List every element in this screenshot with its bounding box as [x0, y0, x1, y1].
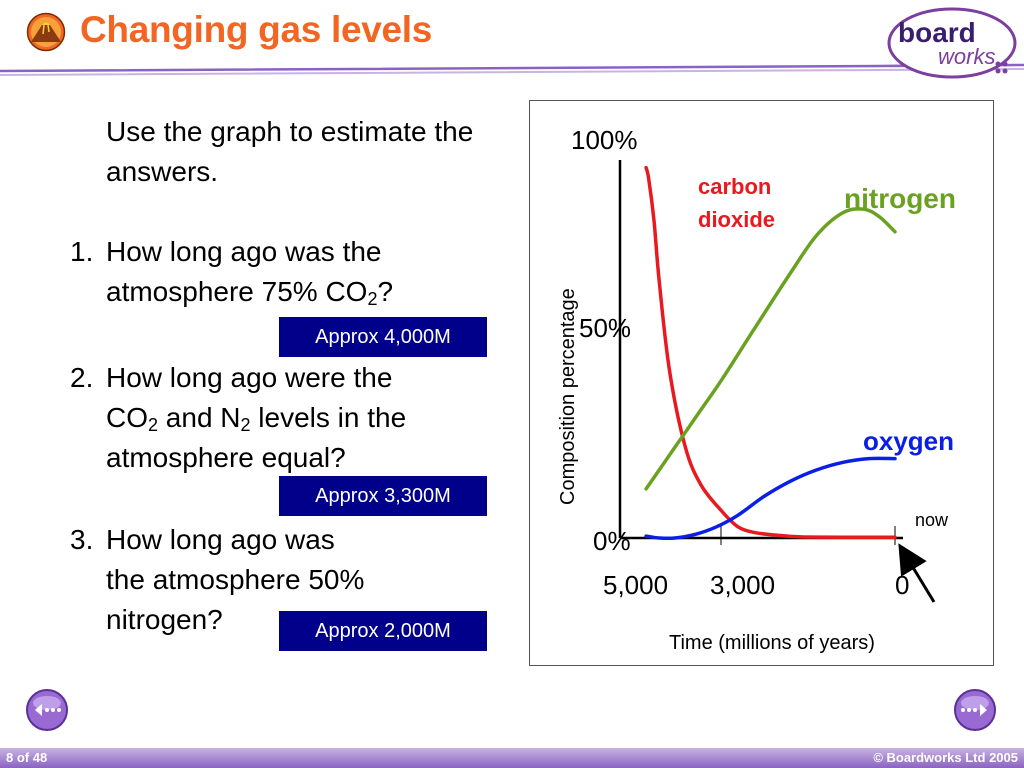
series-label-oxygen: oxygen — [863, 426, 954, 456]
y-axis-label: Composition percentage — [557, 288, 579, 505]
now-arrow — [898, 543, 936, 603]
series-layer — [644, 165, 897, 541]
header-divider — [0, 63, 1024, 76]
now-label: now — [915, 510, 949, 530]
question-3-number: 3. — [70, 524, 94, 555]
x-tick-label-3000: 3,000 — [710, 570, 775, 600]
series-label-carbon-dioxide-line2: dioxide — [698, 207, 775, 232]
footer-bar — [0, 748, 1024, 768]
answer-1-box[interactable]: Approx 4,000M — [279, 317, 487, 357]
question-3-text: How long ago was the atmosphere 50% nitr… — [106, 524, 365, 635]
logo-text-works: works — [938, 44, 995, 69]
y-tick-label-50: 50% — [579, 313, 631, 343]
y-tick-label-0: 0% — [593, 526, 631, 556]
y-tick-label-100: 100% — [571, 125, 638, 155]
question-2-number: 2. — [70, 362, 94, 393]
x-axis-label: Time (millions of years) — [669, 632, 875, 654]
boardworks-logo: board works — [887, 7, 1017, 79]
instructions-text: Use the graph to estimate the answers. — [106, 116, 474, 187]
question-1-text: How long ago was the atmosphere 75% CO2? — [106, 236, 394, 309]
series-label-nitrogen: nitrogen — [844, 183, 956, 214]
next-arrow-icon[interactable] — [953, 688, 997, 732]
series-line-carbon-dioxide — [644, 165, 897, 539]
x-tick-label-5000: 5,000 — [603, 570, 668, 600]
question-1-number: 1. — [70, 236, 94, 267]
page-counter: 8 of 48 — [6, 750, 48, 765]
logo-text-board: board — [898, 17, 976, 48]
x-tick-label-0: 0 — [895, 570, 909, 600]
gas-composition-chart: 100% 50% 0% 5,000 3,000 0 Composition pe… — [557, 125, 956, 654]
page-title: Changing gas levels — [80, 9, 433, 50]
series-line-nitrogen — [644, 207, 897, 491]
previous-arrow-icon[interactable] — [25, 688, 69, 732]
copyright-text: © Boardworks Ltd 2005 — [873, 750, 1018, 765]
question-2-text: How long ago were the CO2 and N2 levels i… — [106, 362, 407, 473]
answer-3-box[interactable]: Approx 2,000M — [279, 611, 487, 651]
volcano-icon — [26, 12, 66, 52]
answer-2-box[interactable]: Approx 3,300M — [279, 476, 487, 516]
series-label-carbon-dioxide-line1: carbon — [698, 174, 771, 199]
series-line-oxygen — [644, 456, 897, 541]
